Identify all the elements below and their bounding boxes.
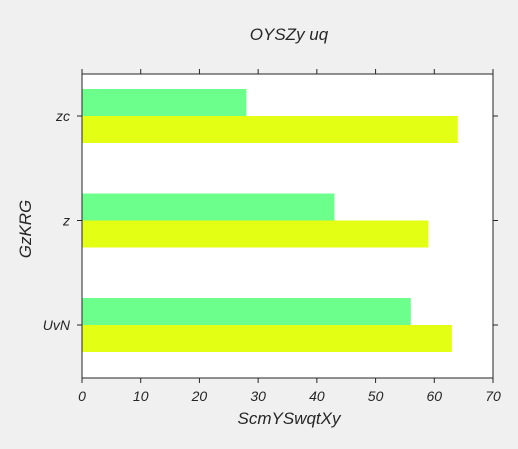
x-tick-label: 10	[133, 388, 149, 404]
y-tick-label: zc	[55, 108, 70, 124]
bar-series-1-z	[82, 193, 335, 221]
x-tick-label: 50	[368, 388, 384, 404]
bar-series-2-zc	[82, 116, 458, 143]
bars-group	[82, 89, 458, 352]
x-tick-label: 20	[191, 388, 208, 404]
x-axis-label: ScmYSwqtXy	[238, 409, 342, 428]
y-tick-label: UvN	[43, 317, 71, 333]
y-axis-label: GzKRG	[16, 200, 35, 259]
axes-group: 0 10 20 30 40 50 60 70 UvN z zc	[43, 69, 501, 404]
bar-series-2-UvN	[82, 325, 452, 352]
bar-series-1-UvN	[82, 298, 411, 325]
x-tick-label: 70	[485, 388, 501, 404]
x-tick-label: 0	[78, 388, 86, 404]
x-tick-label: 60	[426, 388, 442, 404]
chart-title: OYSZy uq	[250, 25, 329, 44]
bar-series-2-z	[82, 220, 429, 248]
bar-series-1-zc	[82, 89, 247, 116]
y-tick-label: z	[62, 213, 70, 229]
x-tick-label: 40	[309, 388, 325, 404]
x-tick-label: 30	[250, 388, 266, 404]
